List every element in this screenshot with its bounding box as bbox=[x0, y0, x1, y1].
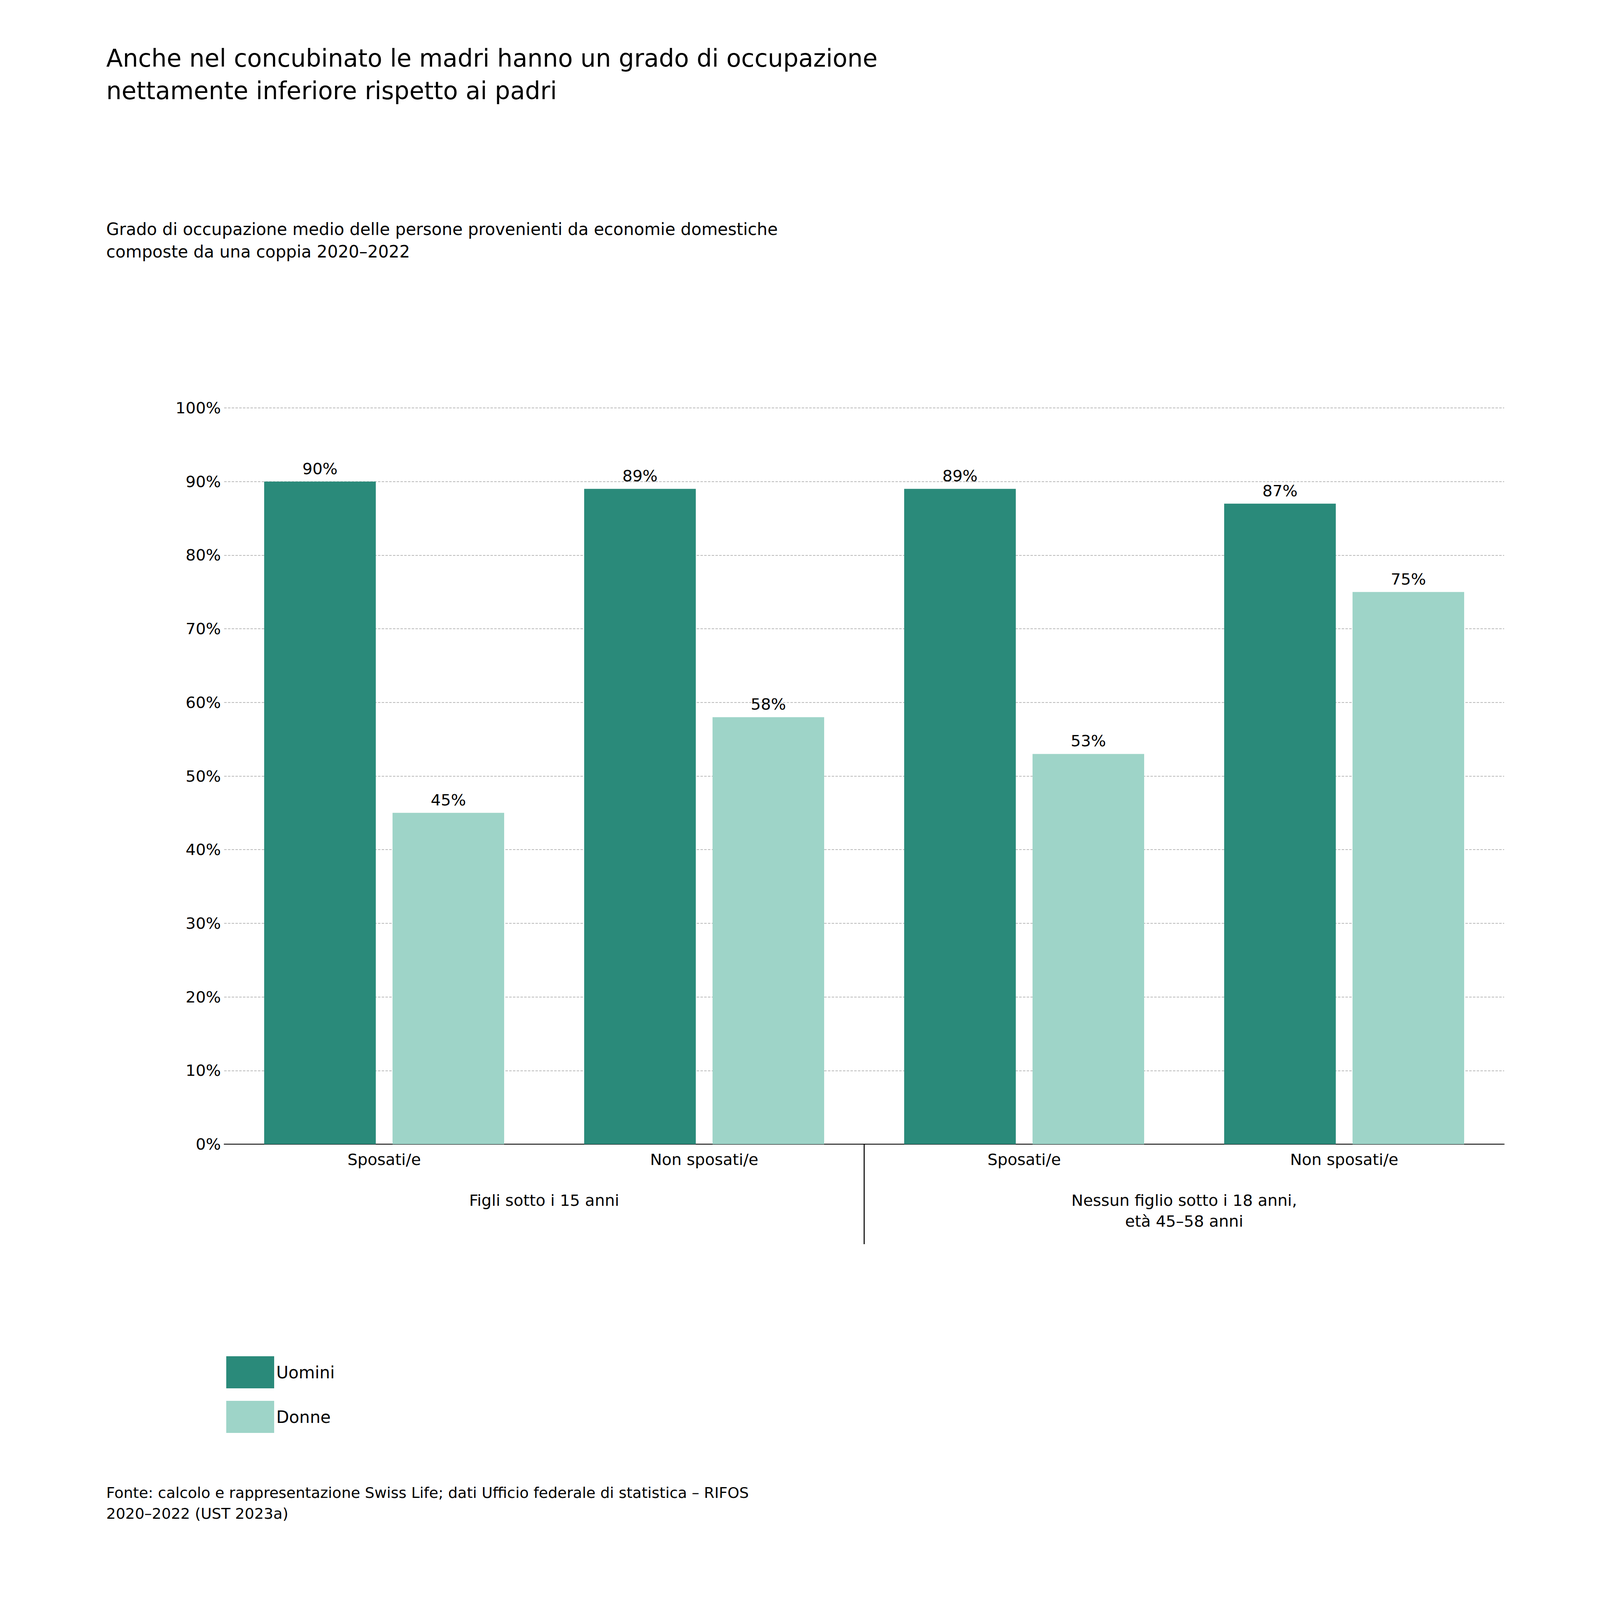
svg-text:Nessun figlio sotto i 18 anni,: Nessun figlio sotto i 18 anni, bbox=[1071, 1191, 1297, 1210]
svg-text:composte da una coppia 2020–20: composte da una coppia 2020–2022 bbox=[106, 242, 410, 262]
svg-text:50%: 50% bbox=[185, 767, 221, 786]
svg-text:Figli sotto i 15 anni: Figli sotto i 15 anni bbox=[469, 1191, 620, 1210]
svg-text:20%: 20% bbox=[185, 987, 221, 1007]
svg-text:70%: 70% bbox=[185, 619, 221, 638]
svg-text:Fonte: calcolo e rappresentazi: Fonte: calcolo e rappresentazione Swiss … bbox=[106, 1484, 749, 1502]
svg-text:0%: 0% bbox=[195, 1135, 221, 1154]
svg-text:Non sposati/e: Non sposati/e bbox=[650, 1150, 759, 1169]
svg-text:89%: 89% bbox=[622, 466, 658, 485]
svg-text:58%: 58% bbox=[750, 695, 786, 714]
svg-text:53%: 53% bbox=[1070, 731, 1106, 750]
svg-text:età 45–58 anni: età 45–58 anni bbox=[1125, 1212, 1243, 1231]
svg-text:100%: 100% bbox=[175, 398, 221, 418]
svg-text:10%: 10% bbox=[185, 1061, 221, 1080]
svg-text:Sposati/e: Sposati/e bbox=[987, 1150, 1061, 1169]
svg-text:40%: 40% bbox=[185, 840, 221, 859]
svg-text:Non sposati/e: Non sposati/e bbox=[1290, 1150, 1399, 1169]
svg-text:Grado di occupazione medio del: Grado di occupazione medio delle persone… bbox=[106, 219, 778, 239]
svg-text:2020–2022 (UST 2023a): 2020–2022 (UST 2023a) bbox=[106, 1505, 289, 1523]
svg-text:nettamente inferiore rispetto: nettamente inferiore rispetto ai padri bbox=[106, 76, 558, 105]
svg-text:45%: 45% bbox=[430, 790, 466, 810]
svg-text:30%: 30% bbox=[185, 914, 221, 933]
svg-text:75%: 75% bbox=[1390, 570, 1426, 589]
svg-text:Sposati/e: Sposati/e bbox=[347, 1150, 421, 1169]
svg-text:80%: 80% bbox=[185, 545, 221, 565]
svg-text:Anche nel concubinato le madri: Anche nel concubinato le madri hanno un … bbox=[106, 44, 878, 73]
svg-text:Donne: Donne bbox=[276, 1407, 331, 1427]
svg-text:90%: 90% bbox=[185, 472, 221, 491]
svg-text:87%: 87% bbox=[1262, 481, 1298, 500]
svg-text:89%: 89% bbox=[942, 466, 978, 485]
svg-text:60%: 60% bbox=[185, 693, 221, 712]
svg-text:90%: 90% bbox=[302, 459, 338, 478]
svg-text:Uomini: Uomini bbox=[276, 1362, 335, 1383]
